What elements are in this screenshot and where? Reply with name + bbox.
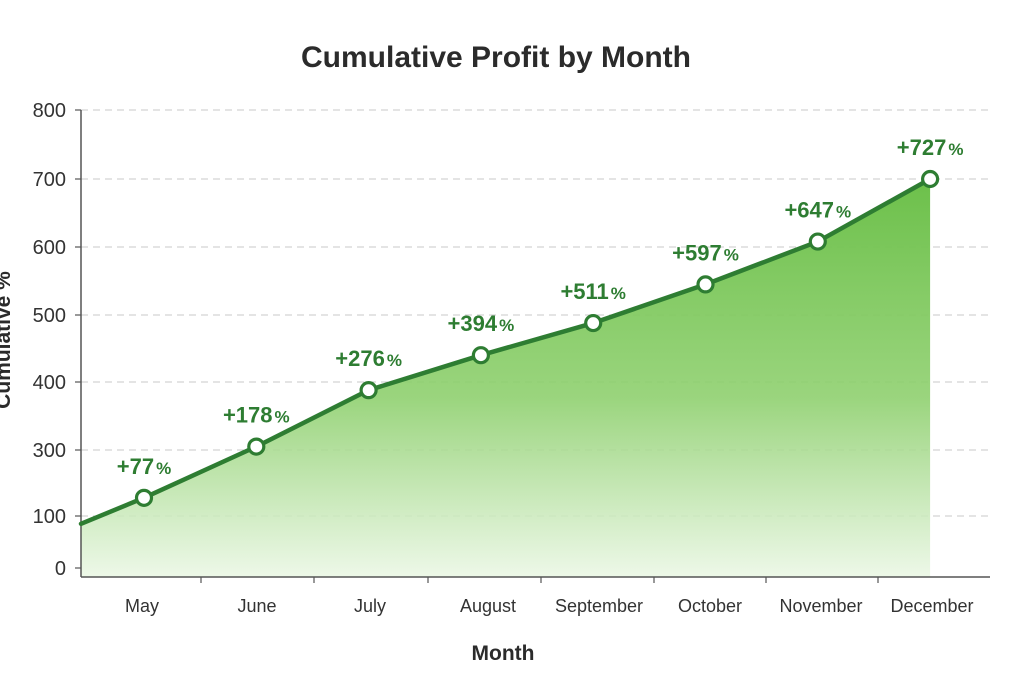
x-axis-title: Month <box>472 642 535 665</box>
data-label: +647% <box>784 198 851 223</box>
data-label: +727% <box>897 135 964 160</box>
data-label: +597% <box>672 240 739 265</box>
data-point <box>920 169 940 189</box>
x-tick-label: August <box>460 596 516 616</box>
y-tick-label: 700 <box>33 169 66 191</box>
x-tick-label: September <box>555 596 643 616</box>
area-layer <box>81 179 931 577</box>
x-tick-label: May <box>125 596 159 616</box>
data-point <box>696 275 715 294</box>
y-tick-label: 600 <box>33 237 66 259</box>
x-axis-ticks: May June July August September October Novembe… <box>125 577 974 616</box>
x-tick-label: November <box>779 596 862 616</box>
data-point <box>247 437 266 456</box>
y-axis-ticks: 0 100 300 400 500 600 700 800 <box>33 100 81 580</box>
data-labels: +77 % +178 % +276 % +394 % +511 % +597 % +647 % +727% <box>117 135 964 479</box>
y-tick-label: 400 <box>33 372 66 394</box>
y-tick-label: 300 <box>33 440 66 462</box>
data-point <box>584 313 603 333</box>
data-point <box>471 346 490 365</box>
data-point <box>808 232 827 251</box>
chart-title: Cumulative Profit by Month <box>301 41 691 74</box>
data-label: +276% <box>335 346 402 371</box>
y-tick-label: 0 <box>55 558 66 580</box>
data-label: +511% <box>560 279 625 304</box>
x-tick-label: October <box>678 596 742 616</box>
data-label: +178% <box>223 403 290 428</box>
x-tick-label: June <box>237 596 276 616</box>
data-label: +394% <box>448 311 515 336</box>
data-point <box>134 488 154 507</box>
x-tick-label: July <box>354 596 386 616</box>
y-tick-label: 100 <box>33 506 66 528</box>
y-axis-title: Cumulative % <box>0 271 15 409</box>
y-tick-label: 500 <box>33 305 66 327</box>
data-points <box>134 169 940 507</box>
data-label: +77% <box>117 454 171 479</box>
y-tick-label: 800 <box>33 100 66 122</box>
data-point <box>359 381 378 400</box>
x-tick-label: December <box>890 596 973 616</box>
series-area <box>81 179 931 577</box>
